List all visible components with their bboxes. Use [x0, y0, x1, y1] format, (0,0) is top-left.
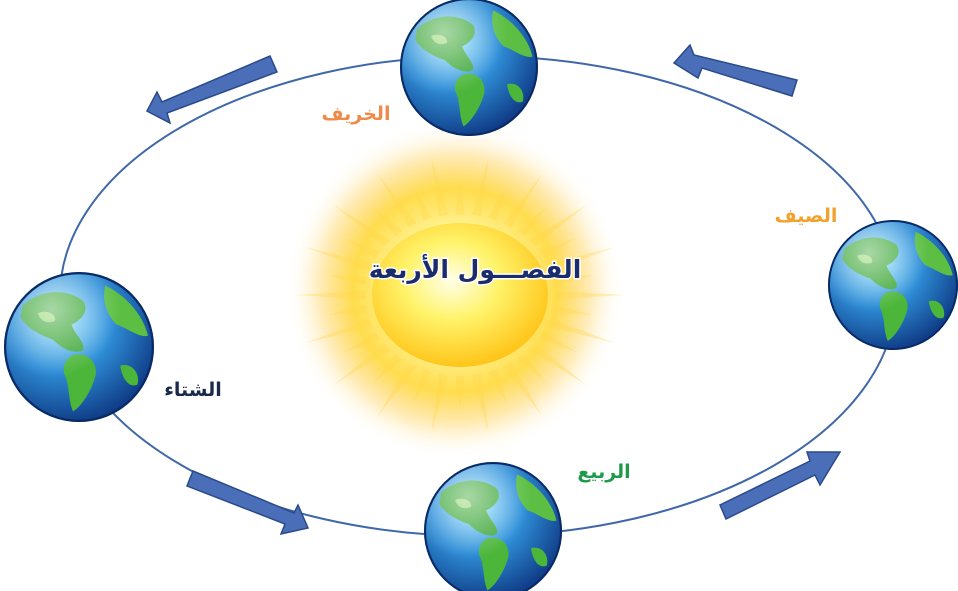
- earth-globe-summer: [828, 220, 958, 350]
- earth-globe-autumn: [400, 0, 538, 136]
- sun-rays: [295, 156, 625, 434]
- sun-ray: [529, 204, 587, 247]
- sun-ray: [552, 275, 593, 285]
- sun-ray: [554, 290, 625, 300]
- sun-ray: [431, 373, 449, 434]
- sun-ray: [327, 305, 368, 315]
- sun-ray: [487, 369, 507, 403]
- sun-ray: [377, 362, 417, 417]
- sun-ray: [517, 207, 547, 236]
- diagram-title: الفصـــول الأربعة: [369, 254, 582, 285]
- season-label-spring: الربيع: [577, 461, 630, 483]
- sun-ray: [377, 173, 417, 228]
- arrow-bottom-right: [719, 451, 842, 521]
- sun-ray: [539, 331, 577, 353]
- sun-ray: [373, 207, 403, 236]
- sun-ray: [455, 375, 465, 410]
- sun-ray: [471, 373, 489, 434]
- sun-ray: [431, 156, 449, 217]
- sun-ray: [343, 237, 381, 259]
- sun-ray: [327, 275, 368, 285]
- sun-disc: [372, 223, 548, 367]
- sun-ray: [413, 369, 433, 403]
- sun-ray: [304, 318, 373, 343]
- sun-ray: [503, 173, 543, 228]
- earth-globe-spring: [424, 462, 562, 591]
- sun-ray: [455, 180, 465, 215]
- season-label-winter: الشتاء: [164, 379, 222, 401]
- sun-ray: [487, 187, 507, 221]
- season-label-summer: الصيف: [775, 205, 838, 227]
- sun-ray: [343, 331, 381, 353]
- sun-ray: [547, 318, 616, 343]
- sun-ray: [333, 204, 391, 247]
- sun-ray: [413, 187, 433, 221]
- sun-ray: [552, 305, 593, 315]
- sun-ray: [529, 343, 587, 386]
- arrow-bottom-left: [186, 470, 310, 536]
- sun-ray: [547, 247, 616, 272]
- arrow-top-right: [672, 43, 798, 97]
- arrow-top-left: [145, 55, 279, 125]
- direction-arrows: [145, 43, 842, 536]
- sun-ray: [333, 343, 391, 386]
- sun-ray: [517, 354, 547, 383]
- season-label-autumn: الخريف: [322, 103, 391, 125]
- sun-ray: [304, 247, 373, 272]
- sun-ray: [539, 237, 577, 259]
- sun-ray: [503, 362, 543, 417]
- sun: الفصـــول الأربعة: [285, 120, 625, 460]
- sun-ray: [295, 290, 366, 300]
- sun-ray: [471, 156, 489, 217]
- earth-globe-winter: [4, 272, 154, 422]
- sun-ray: [373, 354, 403, 383]
